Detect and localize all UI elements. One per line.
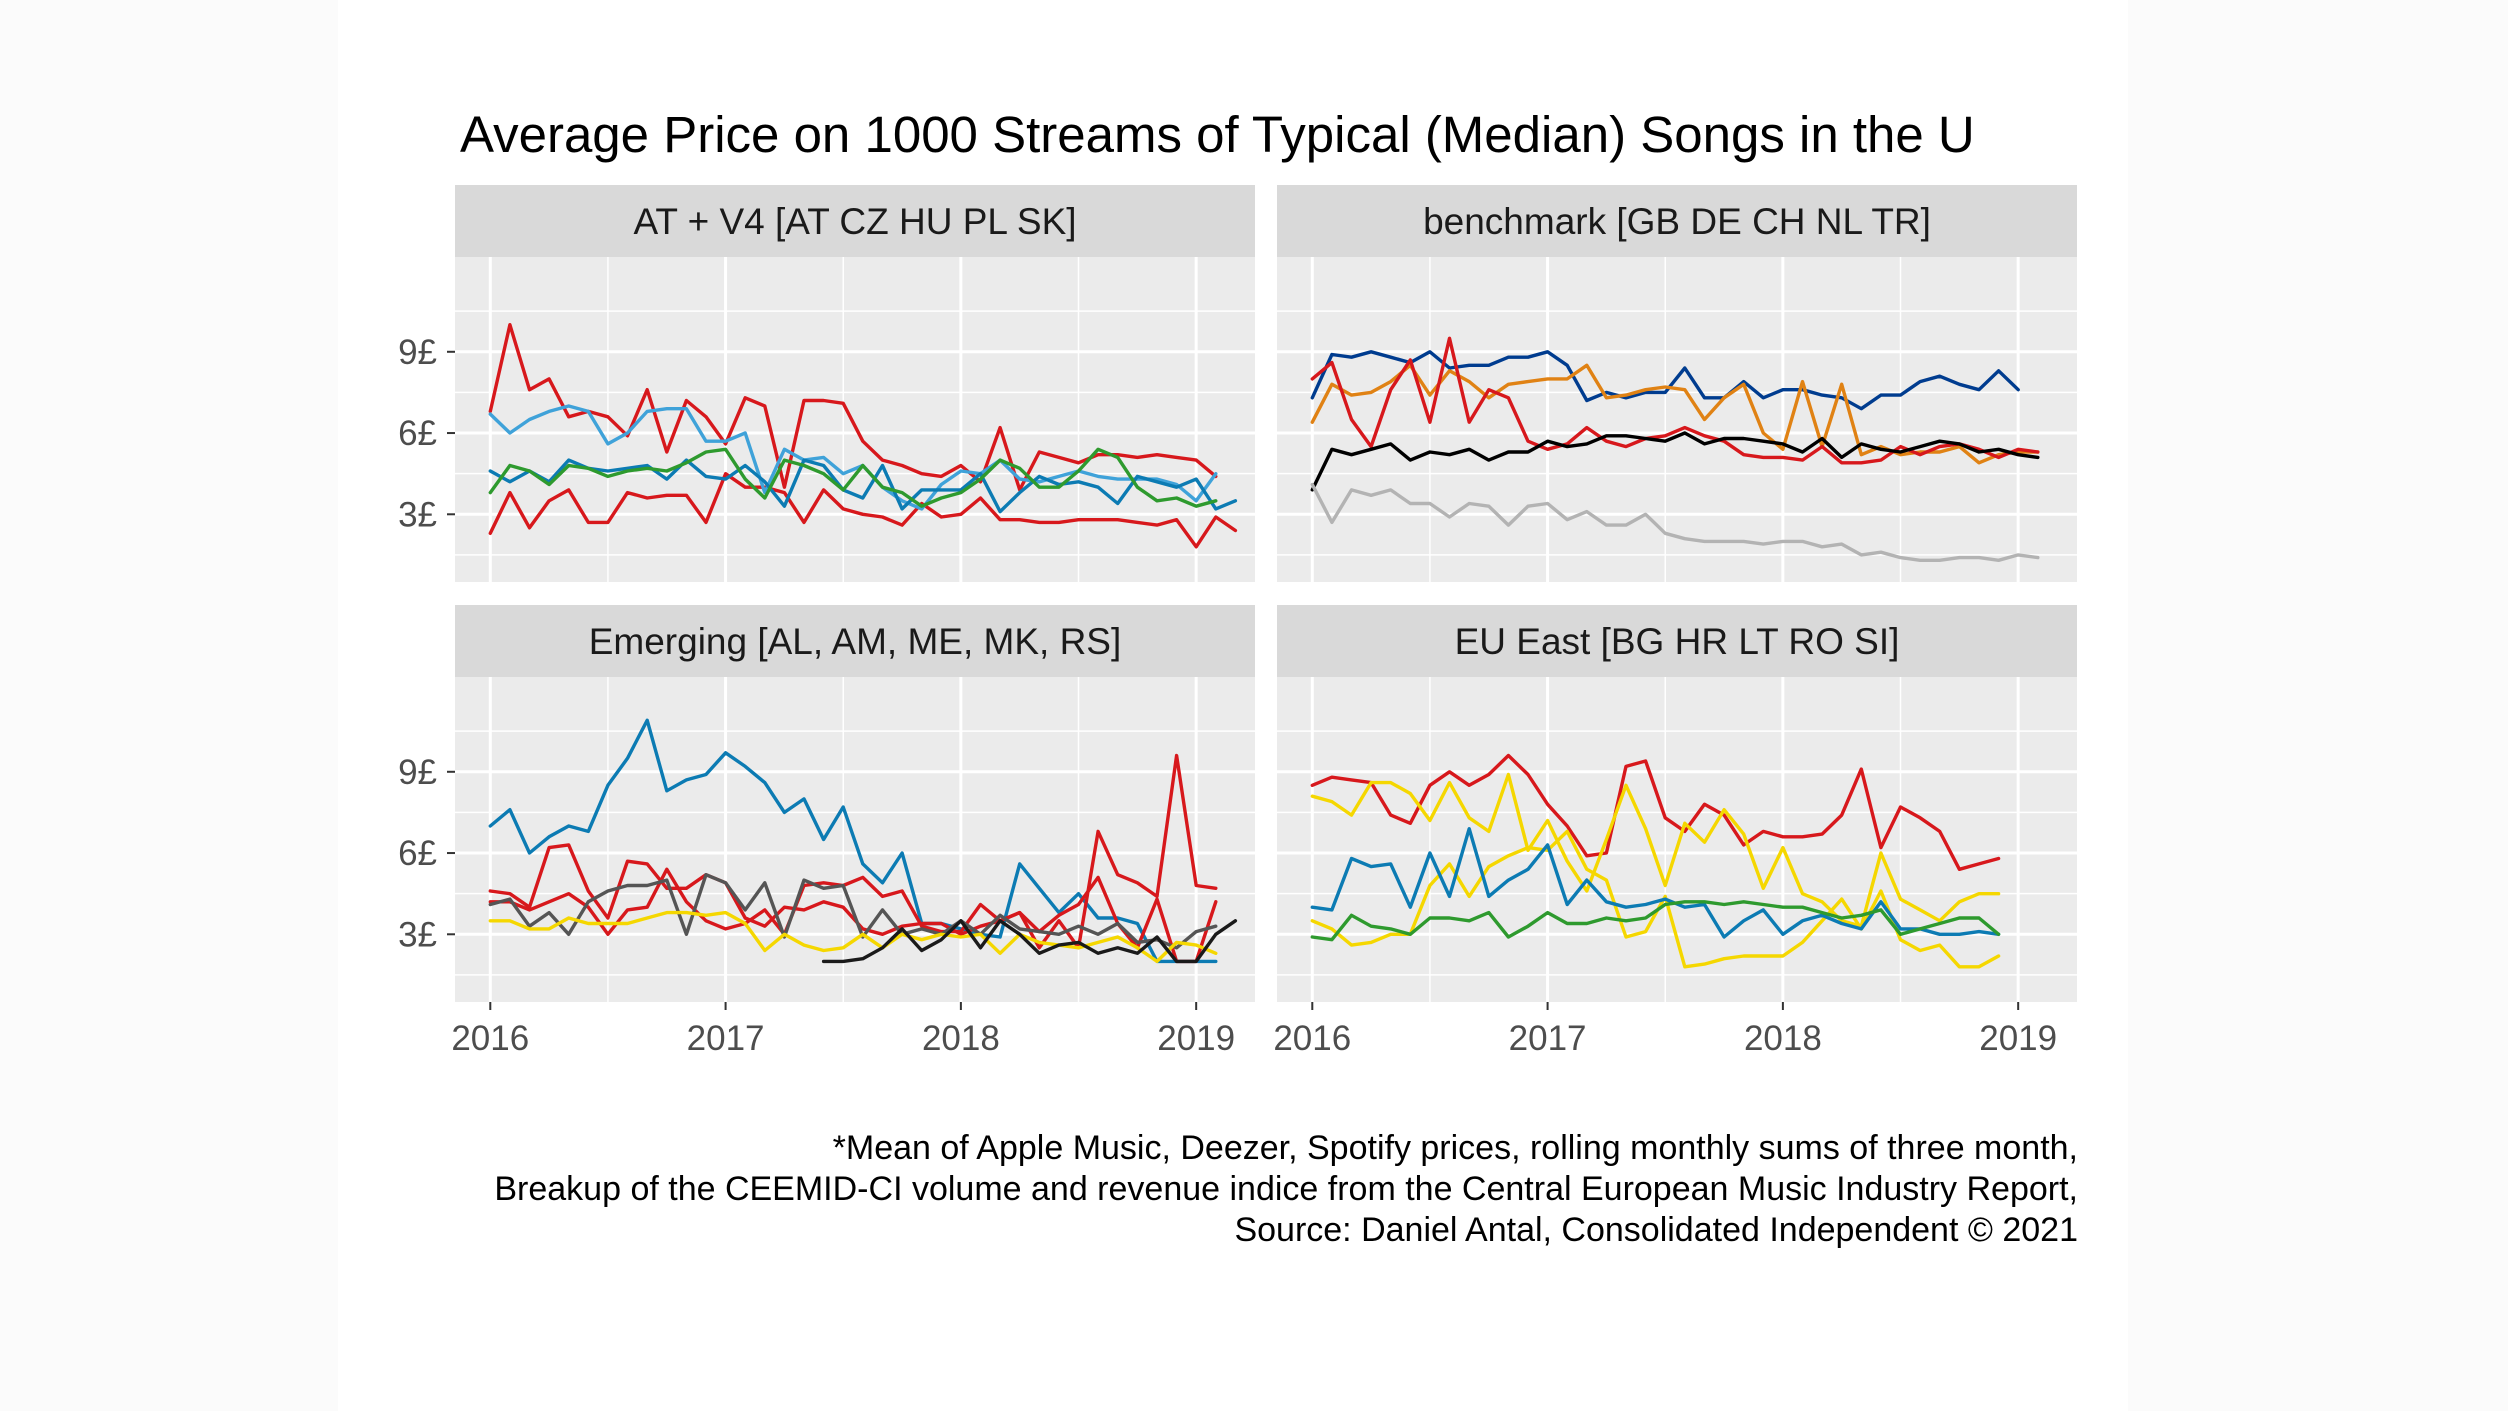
x-tick-label: 2017 bbox=[687, 1019, 765, 1058]
x-tick-label: 2016 bbox=[1273, 1019, 1351, 1058]
series-line-1 bbox=[488, 718, 1218, 964]
facet-strip bbox=[1277, 605, 2077, 677]
series-line-4 bbox=[1310, 827, 2001, 939]
series-line-5 bbox=[1310, 482, 2040, 562]
x-tick-label: 2017 bbox=[1509, 1019, 1587, 1058]
facet-strip-label: AT + V4 [AT CZ HU PL SK] bbox=[633, 201, 1076, 242]
facet-strip-label: EU East [BG HR LT RO SI] bbox=[1455, 621, 1900, 662]
series-line-6 bbox=[821, 919, 1238, 964]
y-tick-label: 9£ bbox=[398, 333, 437, 372]
y-tick-label: 6£ bbox=[398, 834, 437, 873]
series-line-5 bbox=[1310, 900, 2001, 942]
series-line-5 bbox=[488, 447, 1218, 508]
series-line-2 bbox=[488, 753, 1218, 950]
plot-background bbox=[455, 257, 1255, 582]
caption-line-2: Breakup of the CEEMID-CI volume and reve… bbox=[494, 1170, 2078, 1208]
facet-strip-label: Emerging [AL, AM, ME, MK, RS] bbox=[589, 621, 1122, 662]
panel-2: benchmark [GB DE CH NL TR] bbox=[1277, 185, 2077, 582]
caption-line-1: *Mean of Apple Music, Deezer, Spotify pr… bbox=[832, 1129, 2078, 1167]
panel-3: Emerging [AL, AM, ME, MK, RS] 3£ 6£ 9£ 2016 2… bbox=[398, 605, 1255, 1058]
x-tick-label: 2018 bbox=[1744, 1019, 1822, 1058]
y-tick-label: 6£ bbox=[398, 414, 437, 453]
series-line-3 bbox=[1310, 829, 2001, 969]
caption: *Mean of Apple Music, Deezer, Spotify pr… bbox=[494, 1128, 2078, 1251]
caption-line-3: Source: Daniel Antal, Consolidated Indep… bbox=[1234, 1211, 2078, 1249]
facet-strip-label: benchmark [GB DE CH NL TR] bbox=[1423, 201, 1931, 242]
series-line-1 bbox=[1310, 350, 2020, 411]
panel-4: EU East [BG HR LT RO SI] 2016 2017 2018 2019 bbox=[1273, 605, 2077, 1058]
x-tick-label: 2016 bbox=[451, 1019, 529, 1058]
series-line-3 bbox=[488, 404, 1218, 511]
facet-strip bbox=[455, 185, 1255, 257]
x-tick-label: 2019 bbox=[1157, 1019, 1235, 1058]
plot-background bbox=[1277, 257, 2077, 582]
series-line-4 bbox=[488, 873, 1218, 950]
series-line-4 bbox=[488, 458, 1238, 514]
series-line-4 bbox=[1310, 431, 2040, 492]
plot-background bbox=[1277, 677, 2077, 1002]
x-tick-label: 2019 bbox=[1979, 1019, 2057, 1058]
series-line-2 bbox=[1310, 772, 2001, 928]
series-line-5 bbox=[488, 910, 1218, 964]
facet-strip bbox=[1277, 185, 2077, 257]
x-tick-label: 2018 bbox=[922, 1019, 1000, 1058]
y-tick-label: 9£ bbox=[398, 753, 437, 792]
series-line-1 bbox=[1310, 753, 2001, 871]
facet-strip bbox=[455, 605, 1255, 677]
series-line-1 bbox=[488, 323, 1218, 492]
series-line-3 bbox=[488, 867, 1218, 964]
panel-1: AT + V4 [AT CZ HU PL SK] 3£ 6£ 9£ bbox=[398, 185, 1255, 582]
series-line-2 bbox=[488, 472, 1238, 549]
chart-title: Average Price on 1000 Streams of Typical… bbox=[460, 106, 1975, 163]
y-tick-label: 3£ bbox=[398, 915, 437, 954]
series-line-3 bbox=[1310, 336, 2040, 465]
y-tick-label: 3£ bbox=[398, 495, 437, 534]
